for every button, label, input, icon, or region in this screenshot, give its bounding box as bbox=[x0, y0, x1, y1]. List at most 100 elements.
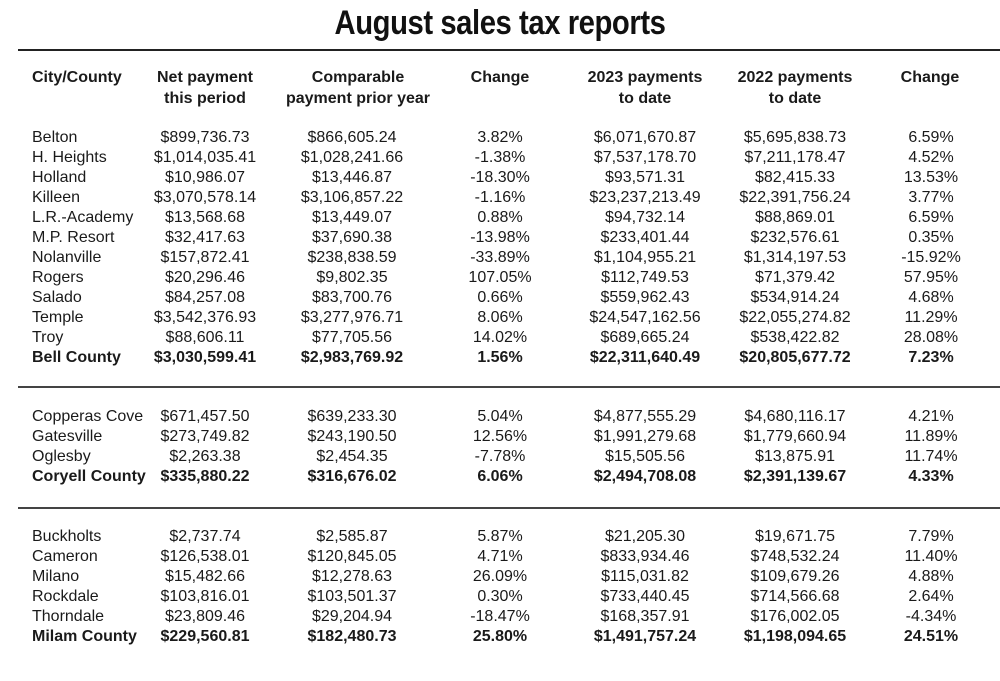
header-2023-payments: 2023 payments to date bbox=[587, 69, 703, 107]
change-ytd-percent-cell: 57.95% bbox=[903, 269, 959, 286]
city-name-cell: H. Heights bbox=[32, 149, 107, 166]
change-ytd-percent-cell: 11.29% bbox=[904, 309, 958, 326]
prior-year-payment-cell: $866,605.24 bbox=[307, 129, 397, 146]
city-name-cell: L.R.-Academy bbox=[32, 209, 134, 226]
prior-year-payment-cell: $639,233.30 bbox=[307, 408, 397, 425]
change-ytd-percent-cell: 4.52% bbox=[908, 149, 954, 166]
net-payment-cell: $10,986.07 bbox=[164, 169, 246, 186]
payments-2023-cell: $559,962.43 bbox=[600, 289, 690, 306]
net-payment-cell: $273,749.82 bbox=[160, 428, 250, 445]
payments-2022-cell: $88,869.01 bbox=[754, 209, 836, 226]
prior-year-payment-cell: $37,690.38 bbox=[311, 229, 393, 246]
net-payment-cell: $2,263.38 bbox=[169, 448, 241, 465]
header-change-ytd: Change bbox=[900, 69, 960, 86]
change-ytd-percent-cell: 4.33% bbox=[908, 468, 954, 485]
payments-2022-cell: $1,198,094.65 bbox=[743, 628, 847, 645]
prior-year-payment-cell: $1,028,241.66 bbox=[300, 149, 404, 166]
change-ytd-percent-cell: 4.21% bbox=[908, 408, 954, 425]
payments-2022-cell: $232,576.61 bbox=[750, 229, 840, 246]
prior-year-payment-cell: $2,585.87 bbox=[316, 528, 388, 545]
change-ytd-percent-cell: 7.23% bbox=[908, 349, 954, 366]
city-name-cell: Bell County bbox=[32, 349, 121, 366]
payments-2022-cell: $538,422.82 bbox=[750, 329, 840, 346]
prior-year-payment-cell: $3,106,857.22 bbox=[300, 189, 404, 206]
payments-2023-cell: $689,665.24 bbox=[600, 329, 690, 346]
page-title: August sales tax reports bbox=[334, 4, 666, 42]
payments-2023-cell: $1,491,757.24 bbox=[593, 628, 697, 645]
change-percent-cell: 25.80% bbox=[472, 628, 528, 645]
net-payment-cell: $157,872.41 bbox=[160, 249, 250, 266]
net-payment-cell: $84,257.08 bbox=[164, 289, 246, 306]
net-payment-cell: $23,809.46 bbox=[164, 608, 246, 625]
change-ytd-percent-cell: 7.79% bbox=[908, 528, 954, 545]
payments-2023-cell: $112,749.53 bbox=[601, 269, 689, 286]
payments-2022-cell: $22,391,756.24 bbox=[739, 189, 851, 206]
change-ytd-percent-cell: 24.51% bbox=[903, 628, 959, 645]
net-payment-cell: $126,538.01 bbox=[160, 548, 250, 565]
prior-year-payment-cell: $3,277,976.71 bbox=[300, 309, 404, 326]
payments-2023-cell: $1,104,955.21 bbox=[593, 249, 697, 266]
change-ytd-percent-cell: 6.59% bbox=[908, 209, 954, 226]
header-net-payment: Net payment this period bbox=[156, 69, 254, 107]
payments-2022-cell: $2,391,139.67 bbox=[743, 468, 847, 485]
city-name-cell: Gatesville bbox=[32, 428, 103, 445]
change-ytd-percent-cell: 11.74% bbox=[904, 448, 958, 465]
payments-2022-cell: $1,314,197.53 bbox=[743, 249, 847, 266]
payments-2022-cell: $176,002.05 bbox=[750, 608, 840, 625]
prior-year-payment-cell: $316,676.02 bbox=[307, 468, 397, 485]
city-name-cell: Belton bbox=[32, 129, 78, 146]
change-percent-cell: -7.78% bbox=[474, 448, 526, 465]
change-percent-cell: -13.98% bbox=[470, 229, 530, 246]
payments-2023-cell: $94,732.14 bbox=[604, 209, 686, 226]
city-name-cell: Oglesby bbox=[32, 448, 91, 465]
payments-2022-cell: $109,679.26 bbox=[750, 568, 840, 585]
payments-2023-cell: $115,031.82 bbox=[601, 568, 689, 585]
prior-year-payment-cell: $13,449.07 bbox=[311, 209, 393, 226]
prior-year-payment-cell: $13,446.87 bbox=[311, 169, 393, 186]
prior-year-payment-cell: $83,700.76 bbox=[311, 289, 393, 306]
payments-2023-cell: $1,991,279.68 bbox=[593, 428, 697, 445]
payments-2022-cell: $5,695,838.73 bbox=[743, 129, 847, 146]
change-percent-cell: 1.56% bbox=[477, 349, 523, 366]
city-name-cell: Rockdale bbox=[32, 588, 99, 605]
change-percent-cell: -18.47% bbox=[470, 608, 530, 625]
net-payment-cell: $15,482.66 bbox=[164, 568, 246, 585]
city-name-cell: Troy bbox=[32, 329, 64, 346]
prior-year-payment-cell: $238,838.59 bbox=[307, 249, 397, 266]
city-name-cell: M.P. Resort bbox=[32, 229, 115, 246]
city-name-cell: Temple bbox=[32, 309, 84, 326]
payments-2023-cell: $6,071,670.87 bbox=[593, 129, 697, 146]
city-name-cell: Salado bbox=[32, 289, 82, 306]
change-percent-cell: 4.71% bbox=[477, 548, 523, 565]
prior-year-payment-cell: $120,845.05 bbox=[307, 548, 397, 565]
payments-2023-cell: $7,537,178.70 bbox=[593, 149, 697, 166]
net-payment-cell: $671,457.50 bbox=[160, 408, 250, 425]
change-percent-cell: 12.56% bbox=[472, 428, 528, 445]
payments-2022-cell: $19,671.75 bbox=[754, 528, 836, 545]
header-2022-payments: 2022 payments to date bbox=[737, 69, 853, 107]
header-change: Change bbox=[470, 69, 530, 86]
city-name-cell: Nolanville bbox=[32, 249, 102, 266]
net-payment-cell: $335,880.22 bbox=[160, 468, 250, 485]
net-payment-cell: $103,816.01 bbox=[160, 588, 250, 605]
prior-year-payment-cell: $103,501.37 bbox=[307, 588, 397, 605]
payments-2023-cell: $2,494,708.08 bbox=[593, 468, 697, 485]
header-city: City/County bbox=[32, 69, 122, 86]
net-payment-cell: $229,560.81 bbox=[160, 628, 250, 645]
net-payment-cell: $88,606.11 bbox=[165, 329, 245, 346]
change-ytd-percent-cell: 2.64% bbox=[908, 588, 954, 605]
change-ytd-percent-cell: 0.35% bbox=[908, 229, 954, 246]
payments-2023-cell: $233,401.44 bbox=[600, 229, 690, 246]
payments-2023-cell: $733,440.45 bbox=[600, 588, 690, 605]
change-percent-cell: -18.30% bbox=[470, 169, 530, 186]
net-payment-cell: $1,014,035.41 bbox=[153, 149, 257, 166]
change-percent-cell: 14.02% bbox=[472, 329, 528, 346]
prior-year-payment-cell: $2,454.35 bbox=[316, 448, 388, 465]
change-percent-cell: 0.30% bbox=[477, 588, 523, 605]
change-percent-cell: -33.89% bbox=[470, 249, 530, 266]
change-percent-cell: 8.06% bbox=[477, 309, 523, 326]
payments-2023-cell: $15,505.56 bbox=[604, 448, 686, 465]
payments-2022-cell: $71,379.42 bbox=[754, 269, 836, 286]
prior-year-payment-cell: $2,983,769.92 bbox=[300, 349, 404, 366]
change-ytd-percent-cell: -4.34% bbox=[905, 608, 957, 625]
